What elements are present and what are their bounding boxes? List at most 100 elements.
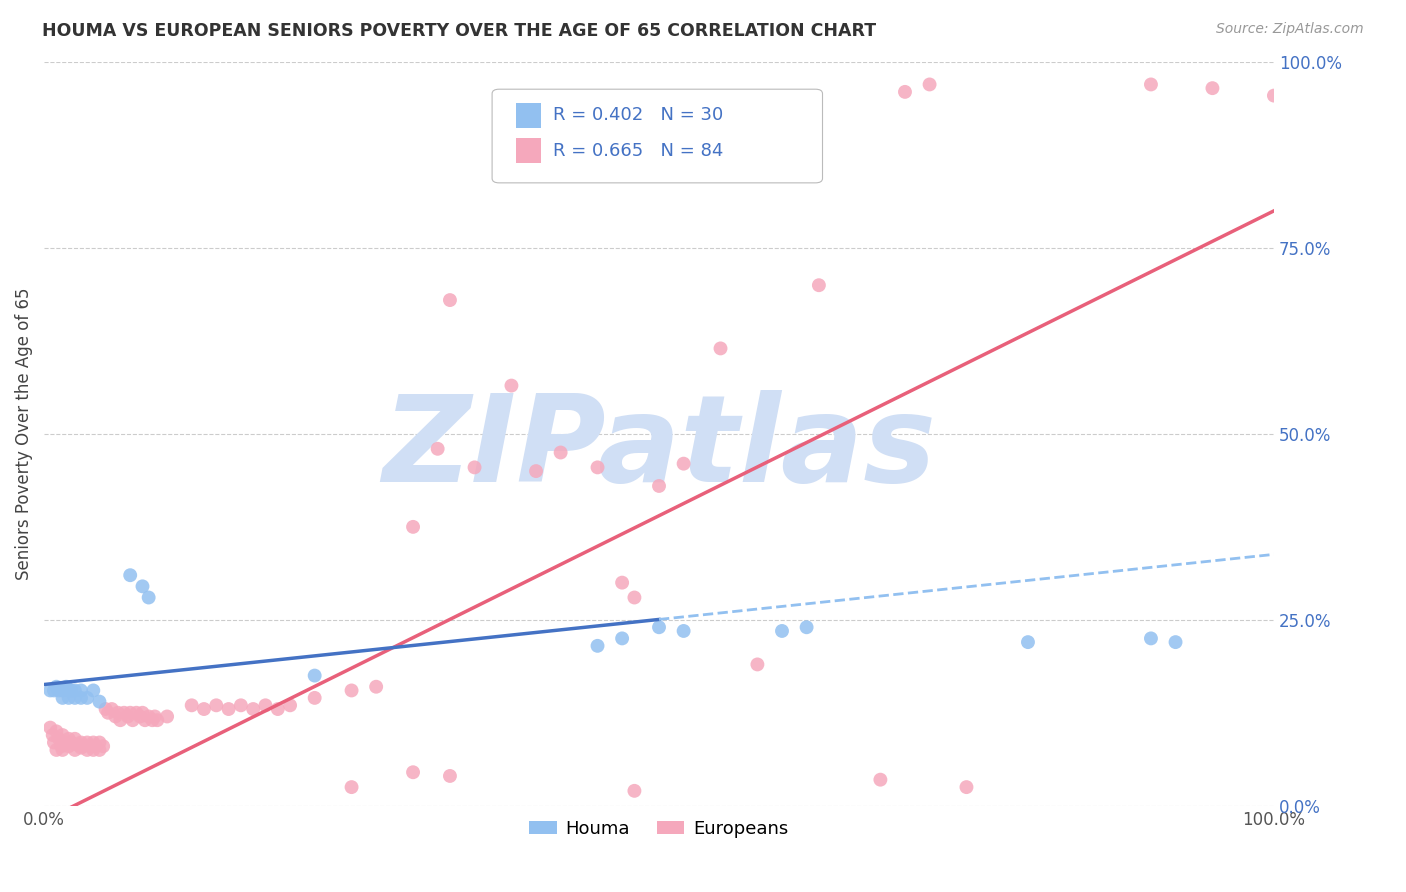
Point [107,706,129,720]
Point [63,683,86,698]
Point [955,780,977,794]
Point [70,735,93,749]
Point [104,709,127,723]
Point [439,293,461,307]
Point [770,624,793,638]
Point [76,743,98,757]
Point [672,624,695,638]
Point [58,739,80,754]
Point [807,278,830,293]
Point [55,680,77,694]
Point [66,738,89,752]
Point [1263,88,1285,103]
Point [648,479,671,493]
Point [117,709,139,723]
Point [58,683,80,698]
Point [97,706,120,720]
Point [129,709,152,723]
Point [141,713,163,727]
Point [51,728,73,742]
Text: Source: ZipAtlas.com: Source: ZipAtlas.com [1216,22,1364,37]
Point [58,731,80,746]
Point [131,706,153,720]
Point [121,713,143,727]
Point [796,620,818,634]
Point [894,85,917,99]
Point [267,702,290,716]
Point [76,735,98,749]
Point [1164,635,1187,649]
Point [82,735,104,749]
Point [91,739,114,754]
Point [82,683,104,698]
Point [229,698,252,713]
Point [80,739,103,754]
Point [51,683,73,698]
Point [610,632,633,646]
Point [72,739,94,754]
Point [1201,81,1223,95]
Point [648,620,671,634]
Point [112,706,135,720]
Point [76,690,98,705]
Point [180,698,202,713]
Point [464,460,486,475]
Point [70,683,93,698]
Point [48,731,70,746]
Point [278,698,301,713]
Point [918,78,941,92]
Point [205,698,228,713]
Point [39,683,62,698]
Point [63,690,86,705]
Point [340,683,363,698]
Point [70,690,93,705]
Point [42,683,65,698]
Point [426,442,449,456]
Text: R = 0.665   N = 84: R = 0.665 N = 84 [553,142,723,160]
Point [366,680,388,694]
Text: HOUMA VS EUROPEAN SENIORS POVERTY OVER THE AGE OF 65 CORRELATION CHART: HOUMA VS EUROPEAN SENIORS POVERTY OVER T… [42,22,876,40]
Point [89,735,111,749]
Point [193,702,215,716]
Point [1140,78,1163,92]
Point [610,575,633,590]
Point [550,445,572,459]
Point [60,735,83,749]
Point [94,702,117,716]
Point [709,342,731,356]
Point [304,690,326,705]
Point [143,709,166,723]
Point [41,728,63,742]
Point [53,735,76,749]
Point [125,706,148,720]
Point [120,706,142,720]
Point [51,690,73,705]
Point [51,743,73,757]
Point [402,520,425,534]
Point [89,695,111,709]
Point [51,739,73,754]
Point [39,721,62,735]
Point [63,743,86,757]
Point [586,639,609,653]
Point [82,743,104,757]
Point [58,690,80,705]
Point [45,680,67,694]
Point [134,713,156,727]
Point [623,784,645,798]
Point [48,683,70,698]
Point [138,709,160,723]
Point [146,713,169,727]
Point [402,765,425,780]
Point [439,769,461,783]
Point [869,772,891,787]
Point [1140,632,1163,646]
Point [45,743,67,757]
Point [42,735,65,749]
Point [1017,635,1039,649]
Point [524,464,547,478]
Point [747,657,769,672]
Point [242,702,264,716]
Legend: Houma, Europeans: Houma, Europeans [522,813,796,845]
Point [156,709,179,723]
